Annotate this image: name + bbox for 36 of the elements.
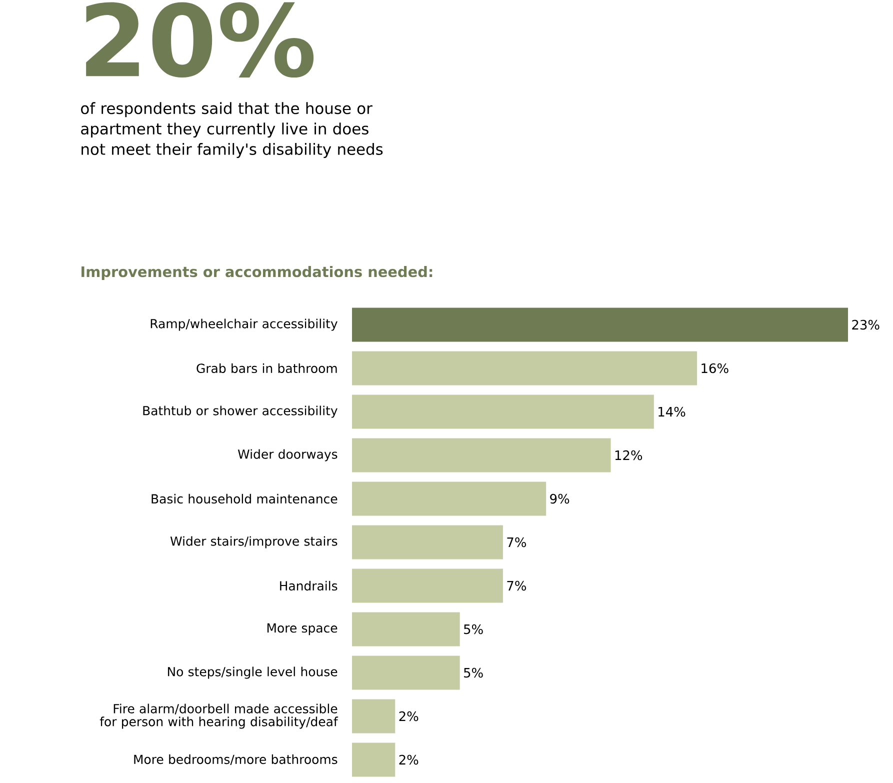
bar	[352, 394, 654, 429]
bar	[352, 612, 460, 646]
data-label: 9%	[550, 494, 570, 504]
data-label: 16%	[702, 363, 728, 374]
y-tick-label: Handrails	[280, 580, 338, 591]
data-label: 5%	[464, 624, 483, 634]
y-tick-label: Wider doorways	[238, 449, 338, 462]
data-label: 23%	[852, 320, 880, 330]
y-tick-label: More space	[267, 623, 338, 636]
bar	[352, 656, 460, 690]
bar	[352, 525, 503, 560]
chart-subtitle: of respondents said that the house or apartment they currently live in does not meet their family's disability needs	[81, 102, 383, 158]
chart-title: 20%	[86, 2, 314, 78]
bar	[352, 568, 503, 603]
y-tick-label: Wider stairs/improve stairs	[170, 536, 338, 548]
y-tick-label: No steps/single level house	[168, 666, 338, 679]
data-label: 12%	[615, 450, 642, 460]
y-tick-label: Grab bars in bathroom	[196, 363, 337, 374]
data-label: 7%	[507, 580, 526, 591]
y-tick-label: More bedrooms/more bathrooms	[134, 754, 338, 766]
y-tick-label: Ramp/wheelchair accessibility	[150, 318, 338, 331]
y-tick-label: Basic household maintenance	[152, 494, 338, 504]
bar	[352, 308, 848, 342]
bar	[352, 699, 396, 734]
bar	[352, 482, 546, 516]
data-label: 5%	[464, 668, 483, 678]
data-label: 2%	[399, 754, 418, 765]
y-tick-label: Bathtub or shower accessibility	[143, 406, 338, 418]
text: Improvements or accommodations needed:	[82, 266, 432, 280]
y-tick-label: Fire alarm/doorbell made accessible for person with hearing disability/deaf	[100, 704, 338, 729]
data-label: 7%	[507, 537, 526, 548]
bar	[352, 438, 611, 472]
data-label: 14%	[658, 406, 686, 417]
data-label: 2%	[399, 711, 418, 722]
bar	[352, 351, 698, 386]
bar	[352, 742, 396, 777]
